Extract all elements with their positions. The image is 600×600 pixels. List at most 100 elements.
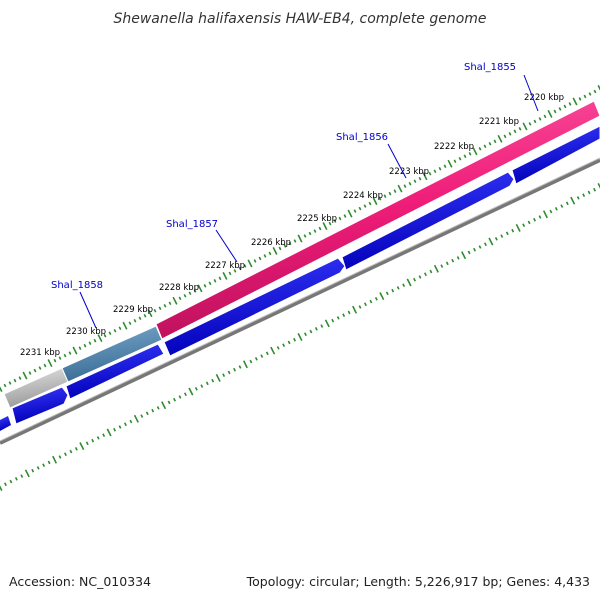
minor-tick: [253, 259, 257, 263]
minor-tick: [283, 244, 287, 248]
minor-tick: [173, 397, 177, 402]
minor-tick: [543, 114, 547, 119]
minor-tick: [453, 159, 457, 164]
major-tick: [422, 172, 428, 181]
minor-tick: [85, 441, 89, 446]
tick-label: 2225 kbp: [297, 214, 337, 224]
minor-tick: [533, 119, 537, 124]
callout-line: [79, 291, 97, 329]
gene-arrow: [341, 171, 515, 271]
minor-tick: [123, 422, 127, 427]
major-tick: [542, 210, 548, 219]
feature-steelblue: [61, 325, 163, 383]
inner-tick-ring: [0, 183, 600, 491]
major-tick: [161, 401, 167, 410]
minor-tick: [167, 400, 171, 405]
minor-tick: [228, 271, 232, 276]
minor-tick: [508, 132, 512, 136]
tick-label: 2227 kbp: [205, 261, 245, 271]
minor-tick: [200, 384, 204, 388]
minor-tick: [3, 482, 7, 487]
tick-labels: 2220 kbp 2221 kbp 2222 kbp 2223 kbp 2224…: [20, 93, 564, 358]
major-tick: [397, 184, 403, 193]
minor-tick: [205, 381, 209, 386]
major-tick: [522, 122, 528, 131]
minor-tick: [468, 152, 472, 156]
major-tick: [133, 414, 139, 423]
gene-arrow: [163, 257, 346, 357]
gene-arrow: [65, 343, 165, 400]
major-tick: [215, 373, 221, 382]
minor-tick: [183, 294, 187, 298]
accession-text: Accession: NC_010334: [9, 574, 151, 589]
minor-tick: [418, 176, 422, 181]
minor-tick: [483, 144, 487, 149]
minor-tick: [93, 338, 97, 343]
major-tick: [406, 278, 412, 287]
minor-tick: [233, 367, 237, 372]
tick-label: 2229 kbp: [113, 305, 153, 315]
minor-tick: [593, 187, 597, 192]
minor-tick: [342, 313, 346, 317]
minor-tick: [500, 234, 504, 238]
gene-callouts: Shal_1855 Shal_1856 Shal_1857 Shal_1858: [51, 62, 539, 329]
minor-tick: [63, 452, 67, 457]
feature-track: [3, 100, 600, 409]
minor-tick: [336, 316, 340, 320]
tick-label: 2223 kbp: [389, 167, 429, 177]
gene-arrow: [511, 125, 600, 185]
minor-tick: [276, 346, 280, 350]
minor-tick: [328, 221, 332, 226]
minor-tick: [363, 204, 367, 208]
minor-tick: [258, 256, 262, 261]
minor-tick: [143, 313, 147, 318]
minor-tick: [320, 324, 324, 328]
minor-tick: [18, 376, 22, 380]
minor-tick: [438, 166, 442, 171]
major-tick: [347, 209, 353, 218]
tick-label: 2220 kbp: [524, 93, 564, 103]
major-tick: [72, 346, 78, 355]
minor-tick: [343, 214, 347, 218]
minor-tick: [403, 184, 407, 188]
minor-tick: [9, 479, 13, 484]
major-tick: [447, 159, 453, 168]
minor-tick: [227, 370, 231, 375]
tick-label: 2228 kbp: [159, 283, 199, 293]
gene-label-shal-1856[interactable]: Shal_1856: [336, 132, 388, 143]
minor-tick: [47, 460, 51, 465]
minor-tick: [129, 419, 133, 424]
minor-tick: [522, 223, 526, 227]
major-tick: [572, 97, 578, 106]
minor-tick: [513, 129, 517, 134]
minor-tick: [68, 351, 72, 355]
minor-tick: [418, 275, 422, 279]
major-tick: [597, 85, 600, 91]
minor-tick: [238, 266, 242, 271]
minor-tick: [443, 164, 447, 169]
minor-tick: [440, 264, 444, 268]
tick-label: 2230 kbp: [66, 327, 106, 337]
minor-tick: [74, 447, 78, 451]
minor-tick: [488, 142, 492, 146]
minor-tick: [378, 196, 382, 201]
gene-label-shal-1857[interactable]: Shal_1857: [166, 219, 218, 230]
minor-tick: [158, 306, 162, 311]
gene-label-shal-1858[interactable]: Shal_1858: [51, 280, 103, 291]
minor-tick: [133, 318, 137, 323]
major-tick: [297, 333, 303, 341]
minor-tick: [243, 264, 247, 268]
minor-tick: [118, 326, 122, 330]
minor-tick: [413, 179, 417, 183]
gene-label-shal-1855[interactable]: Shal_1855: [464, 62, 516, 73]
minor-tick: [582, 193, 586, 197]
minor-tick: [303, 332, 307, 337]
minor-tick: [473, 247, 477, 252]
minor-tick: [593, 89, 597, 94]
minor-tick: [533, 217, 537, 222]
major-tick: [172, 296, 178, 305]
minor-tick: [293, 239, 297, 243]
major-tick: [570, 196, 576, 205]
minor-tick: [178, 296, 182, 301]
major-tick: [79, 442, 85, 451]
